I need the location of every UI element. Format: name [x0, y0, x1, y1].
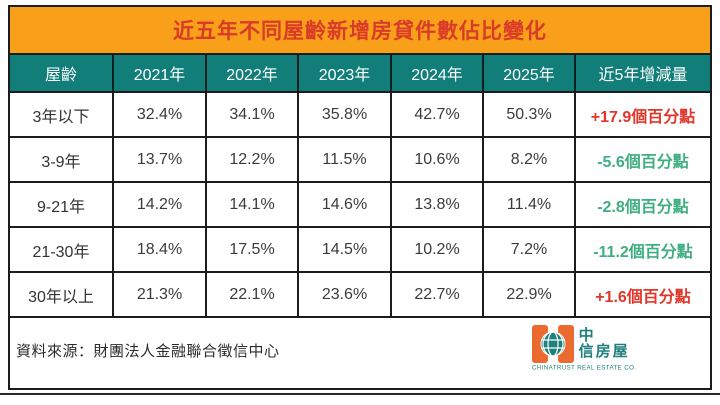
data-source-note: 資料來源：財團法人金融聯合徵信中心 [16, 342, 280, 360]
value-cell: 11.5% [299, 138, 392, 181]
value-cell: 42.7% [392, 93, 484, 136]
bottom-divider [0, 393, 720, 395]
change-cell: +1.6個百分點 [595, 288, 691, 306]
value-cell: 17.5% [207, 228, 299, 271]
row-label: 9-21年 [10, 183, 114, 226]
value-cell: 12.2% [207, 138, 299, 181]
table-row: 21-30年 18.4% 17.5% 14.5% 10.2% 7.2% -11.… [10, 228, 710, 273]
row-label: 3-9年 [10, 138, 114, 181]
value-cell: 23.6% [299, 273, 392, 316]
change-cell: -2.8個百分點 [597, 198, 689, 216]
row-label: 3年以下 [10, 93, 114, 136]
logo-top: 中 信房屋 [531, 325, 630, 363]
value-cell: 7.2% [484, 228, 576, 271]
value-cell: 14.2% [114, 183, 207, 226]
value-cell: 11.4% [484, 183, 576, 226]
column-header-2024: 2024年 [392, 55, 484, 91]
logo-bar-left [531, 325, 548, 363]
value-cell: 18.4% [114, 228, 207, 271]
table-row: 30年以上 21.3% 22.1% 23.6% 22.7% 22.9% +1.6… [10, 273, 710, 318]
table-row: 3年以下 32.4% 34.1% 35.8% 42.7% 50.3% +17.9… [10, 93, 710, 138]
chinatrust-logo-icon [531, 325, 574, 363]
column-header-2025: 2025年 [484, 55, 576, 91]
column-header-2021: 2021年 [114, 55, 207, 91]
logo-wordmark-line2: 信房屋 [578, 343, 630, 360]
value-cell: 34.1% [207, 93, 299, 136]
table-row: 3-9年 13.7% 12.2% 11.5% 10.6% 8.2% -5.6個百… [10, 138, 710, 183]
logo-wordmark-line1: 中 [578, 327, 596, 344]
table-footer: 資料來源：財團法人金融聯合徵信中心 [10, 318, 710, 382]
value-cell: 14.1% [207, 183, 299, 226]
value-cell: 14.5% [299, 228, 392, 271]
value-cell: 21.3% [114, 273, 207, 316]
value-cell: 10.6% [392, 138, 484, 181]
chinatrust-logo: 中 信房屋 CHINATRUST REAL ESTATE CO. [531, 325, 700, 375]
value-cell: 14.6% [299, 183, 392, 226]
column-header-2023: 2023年 [299, 55, 392, 91]
column-header-2022: 2022年 [207, 55, 299, 91]
table-title-bar: 近五年不同屋齡新增房貸件數佔比變化 [10, 7, 710, 55]
row-label: 30年以上 [10, 273, 114, 316]
value-cell: 22.7% [392, 273, 484, 316]
value-cell: 8.2% [484, 138, 576, 181]
change-cell: +17.9個百分點 [590, 108, 696, 126]
value-cell: 13.8% [392, 183, 484, 226]
change-cell: -5.6個百分點 [597, 153, 689, 171]
value-cell: 35.8% [299, 93, 392, 136]
globe-icon [540, 331, 566, 357]
row-label: 21-30年 [10, 228, 114, 271]
change-cell: -11.2個百分點 [593, 243, 693, 261]
value-cell: 50.3% [484, 93, 576, 136]
logo-bar-right [557, 325, 574, 363]
value-cell: 32.4% [114, 93, 207, 136]
value-cell: 10.2% [392, 228, 484, 271]
table-title: 近五年不同屋齡新增房貸件數佔比變化 [173, 20, 547, 43]
table-header-row: 屋齡 2021年 2022年 2023年 2024年 2025年 近5年增減量 [10, 55, 710, 93]
value-cell: 22.9% [484, 273, 576, 316]
value-cell: 22.1% [207, 273, 299, 316]
value-cell: 13.7% [114, 138, 207, 181]
logo-subtitle: CHINATRUST REAL ESTATE CO. [531, 364, 637, 372]
column-header-age: 屋齡 [10, 55, 114, 91]
mortgage-share-table: 近五年不同屋齡新增房貸件數佔比變化 屋齡 2021年 2022年 2023年 2… [8, 5, 712, 390]
column-header-change: 近5年增減量 [598, 67, 688, 84]
table-row: 9-21年 14.2% 14.1% 14.6% 13.8% 11.4% -2.8… [10, 183, 710, 228]
logo-wordmark: 中 信房屋 [579, 328, 630, 360]
